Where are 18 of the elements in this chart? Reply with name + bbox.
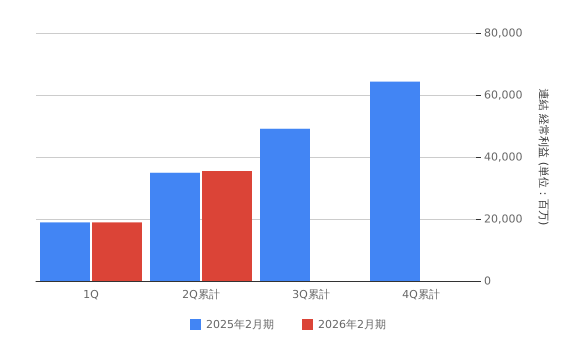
y-axis-title: 連結 経常利益 (単位：百万) xyxy=(537,88,550,226)
bar xyxy=(370,82,420,281)
y-tick-label: 0 xyxy=(484,274,491,288)
x-tick-label: 4Q累計 xyxy=(402,288,440,301)
bar xyxy=(150,172,200,281)
legend-label: 2025年2月期 xyxy=(206,318,274,331)
y-tick-label: 60,000 xyxy=(484,88,522,102)
bar xyxy=(40,222,90,281)
legend-label: 2026年2月期 xyxy=(318,318,386,331)
y-tick-label: 80,000 xyxy=(484,26,522,40)
bar xyxy=(92,222,142,281)
x-tick-label: 3Q累計 xyxy=(292,288,330,301)
y-tick-label: 20,000 xyxy=(484,212,522,226)
x-tick-label: 2Q累計 xyxy=(182,288,220,301)
x-tick-label: 1Q xyxy=(83,288,100,301)
bar xyxy=(260,128,310,281)
y-tick-label: 40,000 xyxy=(484,150,522,164)
bar xyxy=(202,170,252,281)
